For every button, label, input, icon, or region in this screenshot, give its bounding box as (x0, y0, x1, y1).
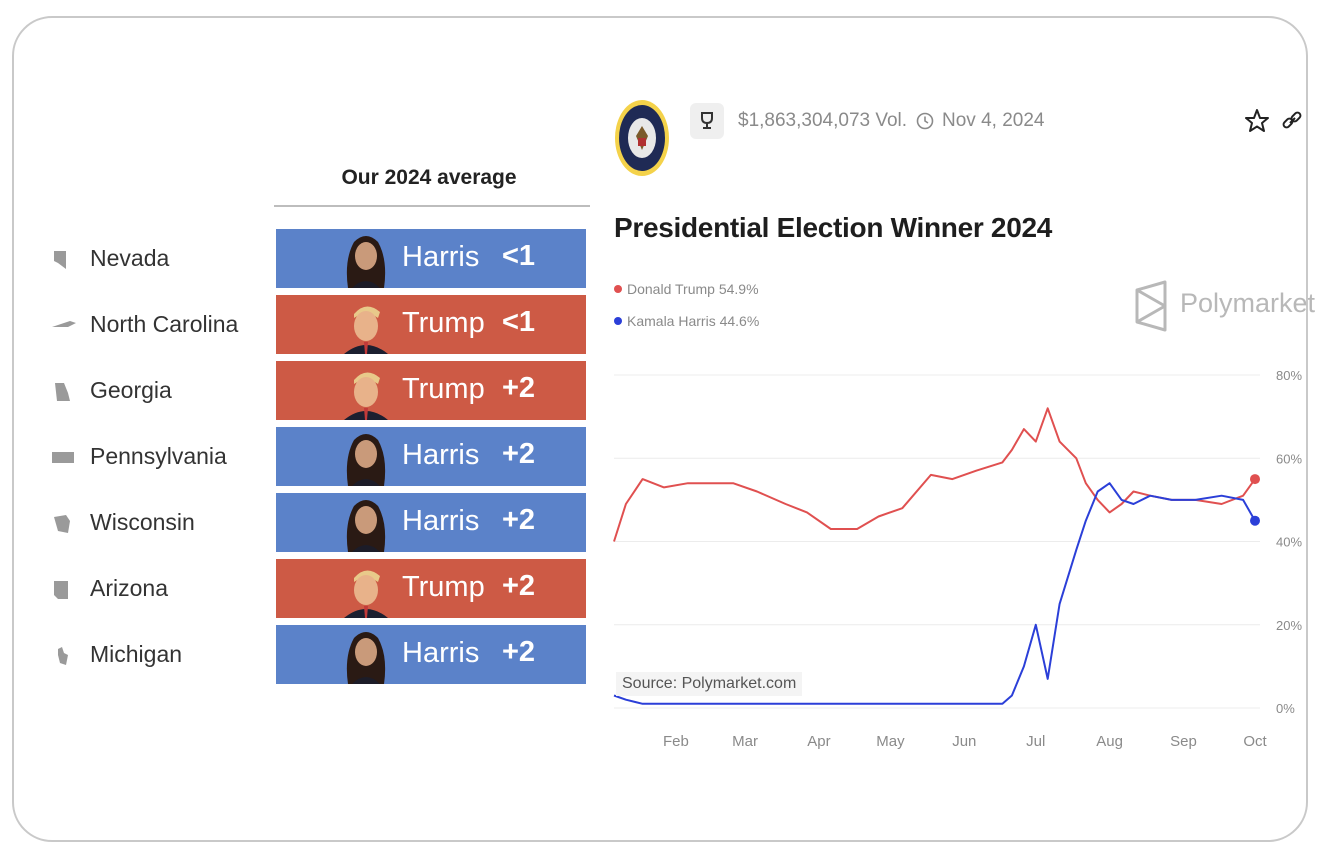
y-tick-label: 40% (1276, 535, 1302, 550)
margin-value: <1 (502, 240, 536, 272)
x-tick-label: Oct (1243, 733, 1267, 750)
end-date: Nov 4, 2024 (942, 110, 1045, 131)
average-title: Our 2024 average (341, 166, 517, 189)
candidate-name: Harris (402, 439, 480, 471)
candidate-name: Harris (402, 637, 480, 669)
harris-badge: Harris +2 (276, 625, 586, 684)
margin-value: +2 (502, 570, 536, 602)
state-row: Georgia Trump +2 (52, 361, 592, 421)
margin-value: +2 (502, 636, 536, 668)
x-tick-label: Mar (732, 733, 758, 750)
y-tick-label: 0% (1276, 701, 1295, 716)
state-row: Nevada Harris <1 (52, 229, 592, 289)
candidate-name: Trump (402, 307, 485, 339)
margin-value: +2 (502, 438, 536, 470)
trump-portrait-icon (344, 372, 388, 420)
margin-value: <1 (502, 306, 536, 338)
state-name: Arizona (90, 575, 168, 601)
line-chart: 0% 20% 40% 60% 80% Feb Mar Apr May Jun Jul Aug Sep Oc… (613, 368, 1302, 750)
state-name: North Carolina (90, 311, 239, 337)
trump-badge: Trump <1 (276, 295, 586, 354)
state-row: Pennsylvania Harris +2 (52, 427, 592, 487)
x-tick-label: Apr (807, 733, 830, 750)
source-label: Source: Polymarket.com (616, 672, 803, 696)
state-shape-icon (54, 251, 66, 269)
state-row: Michigan Harris +2 (52, 625, 592, 685)
margin-value: +2 (502, 504, 536, 536)
clock-icon (916, 112, 934, 130)
candidate-name: Trump (402, 373, 485, 405)
harris-badge: Harris +2 (276, 493, 586, 552)
legend-trump-swatch (614, 285, 622, 293)
legend-trump: Donald Trump 54.9% (614, 281, 759, 297)
state-shape-icon (52, 321, 76, 327)
state-row: Wisconsin Harris +2 (52, 493, 592, 553)
candidate-name: Trump (402, 571, 485, 603)
legend-harris-swatch (614, 317, 622, 325)
state-name: Georgia (90, 377, 172, 403)
state-name: Wisconsin (90, 509, 195, 535)
state-shape-icon (54, 515, 70, 533)
series-line-harris (613, 482, 1256, 705)
trophy-icon (701, 112, 713, 129)
state-shape-icon (52, 452, 74, 463)
harris-portrait-icon (346, 632, 386, 684)
x-tick-label: Aug (1096, 733, 1123, 750)
harris-portrait-icon (346, 236, 386, 288)
state-row: Arizona Trump +2 (52, 559, 592, 619)
polymarket-logo-icon (1135, 280, 1167, 332)
x-tick-label: Feb (663, 733, 689, 750)
volume-text: $1,863,304,073 Vol. (738, 110, 908, 131)
polymarket-brand: Polymarket (1180, 288, 1316, 318)
x-tick-label: Jul (1026, 733, 1045, 750)
trump-portrait-icon (344, 570, 388, 618)
series-endpoint-trump (1250, 474, 1260, 485)
chart-title: Presidential Election Winner 2024 (614, 212, 1053, 243)
x-tick-label: Jun (952, 733, 976, 750)
candidate-name: Harris (402, 505, 480, 537)
x-tick-label: Sep (1170, 733, 1197, 750)
state-name: Pennsylvania (90, 443, 227, 469)
y-tick-label: 20% (1276, 618, 1302, 633)
candidate-name: Harris (402, 241, 480, 273)
margin-value: +2 (502, 372, 536, 404)
harris-portrait-icon (346, 434, 386, 486)
series-line-trump (613, 407, 1256, 542)
state-row: North Carolina Trump <1 (52, 295, 592, 355)
harris-badge: Harris <1 (276, 229, 586, 288)
trump-badge: Trump +2 (276, 559, 586, 618)
trump-portrait-icon (344, 306, 388, 354)
presidential-seal-icon (615, 100, 669, 176)
state-name: Michigan (90, 641, 183, 667)
trump-badge: Trump +2 (276, 361, 586, 420)
legend-harris: Kamala Harris 44.6% (614, 313, 759, 329)
state-shape-icon (54, 581, 68, 599)
state-shape-icon (58, 647, 68, 665)
harris-portrait-icon (346, 500, 386, 552)
state-name: Nevada (90, 245, 170, 271)
series-endpoint-harris (1250, 515, 1260, 526)
trophy-button[interactable] (690, 103, 724, 139)
y-tick-label: 60% (1276, 451, 1302, 466)
legend-trump-label: Donald Trump 54.9% (627, 281, 759, 297)
star-icon[interactable] (1245, 108, 1269, 134)
x-tick-label: May (876, 733, 905, 750)
harris-badge: Harris +2 (276, 427, 586, 486)
legend-harris-label: Kamala Harris 44.6% (627, 313, 760, 329)
y-tick-label: 80% (1276, 368, 1302, 383)
state-shape-icon (55, 383, 70, 401)
link-icon[interactable] (1280, 108, 1304, 134)
divider (274, 205, 590, 207)
